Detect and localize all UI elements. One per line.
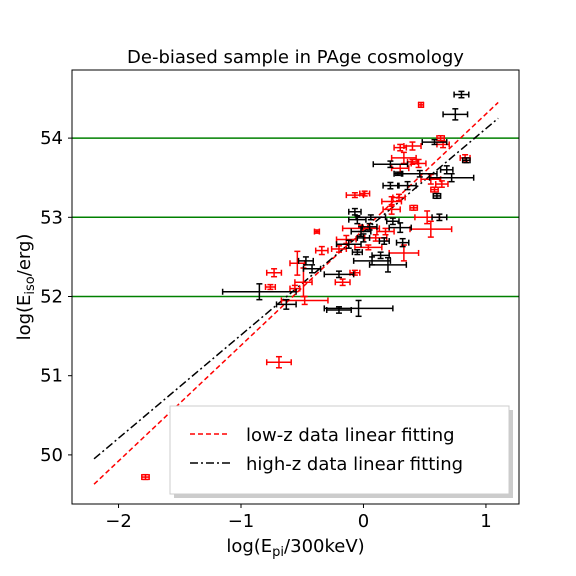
- data-point: [388, 222, 412, 234]
- x-tick-label: 0: [358, 511, 369, 532]
- data-point: [430, 186, 439, 193]
- data-point: [323, 299, 394, 318]
- data-point: [141, 473, 150, 481]
- fit-lines: [93, 101, 499, 485]
- data-point: [410, 158, 427, 169]
- legend-label-high-z: high-z data linear fitting: [246, 454, 463, 475]
- x-axis-label-suffix: /300keV): [284, 536, 365, 557]
- y-axis-label-sub: iso: [23, 276, 38, 294]
- data-point: [265, 268, 283, 278]
- y-axis-label: log(Eiso/erg): [14, 234, 38, 341]
- data-point: [436, 134, 446, 142]
- data-point: [264, 283, 277, 291]
- x-axis-ticks: −2 −1 0 1: [105, 504, 492, 532]
- x-axis-label: log(Epi/300keV): [226, 536, 364, 560]
- data-point: [335, 239, 362, 249]
- x-tick-label: −1: [228, 511, 255, 532]
- x-tick-label: 1: [480, 511, 491, 532]
- data-points: [141, 90, 475, 481]
- data-point: [382, 181, 399, 190]
- data-point: [417, 101, 425, 108]
- data-point: [388, 244, 420, 262]
- data-point: [442, 108, 469, 121]
- data-point: [409, 204, 419, 211]
- y-axis-ticks: 50 51 52 53 54: [40, 128, 72, 466]
- data-point: [345, 192, 365, 199]
- data-point: [434, 180, 449, 188]
- data-point: [461, 157, 471, 164]
- data-point: [302, 264, 322, 274]
- data-point: [356, 233, 371, 243]
- data-point: [401, 169, 438, 178]
- fit-line-0: [93, 101, 499, 485]
- y-tick-label: 53: [40, 207, 63, 228]
- y-tick-label: 50: [40, 445, 63, 466]
- data-point: [359, 190, 371, 197]
- data-point: [432, 192, 442, 200]
- data-point: [221, 283, 297, 301]
- data-point: [390, 151, 417, 165]
- chart-title: De-biased sample in PAge cosmology: [127, 47, 464, 68]
- data-point: [392, 193, 406, 202]
- data-point: [376, 227, 395, 236]
- data-point: [354, 244, 383, 251]
- y-axis-label-suffix: /erg): [14, 234, 35, 277]
- x-tick-label: −2: [105, 511, 132, 532]
- data-point: [334, 278, 351, 287]
- data-point: [351, 249, 363, 256]
- data-point: [428, 172, 475, 183]
- data-point: [403, 141, 422, 151]
- data-point: [439, 165, 454, 175]
- data-point: [265, 355, 292, 369]
- data-point: [385, 217, 400, 226]
- data-point: [398, 180, 417, 191]
- legend-label-low-z: low-z data linear fitting: [246, 425, 455, 446]
- data-point: [371, 251, 390, 260]
- x-axis-label-prefix: log(E: [226, 536, 272, 557]
- y-tick-label: 51: [40, 366, 63, 387]
- data-point: [355, 214, 387, 221]
- data-point: [313, 228, 321, 235]
- data-point: [378, 237, 390, 245]
- x-axis-label-sub: pi: [272, 545, 284, 560]
- data-point: [314, 245, 329, 256]
- data-point: [393, 170, 403, 177]
- data-point: [323, 270, 355, 279]
- y-axis-label-prefix: log(E: [14, 295, 35, 341]
- data-point: [297, 256, 315, 266]
- data-point: [372, 160, 409, 169]
- y-tick-label: 52: [40, 287, 63, 308]
- data-point: [348, 207, 362, 216]
- data-point: [453, 90, 470, 99]
- data-point: [421, 138, 448, 146]
- data-point: [395, 237, 410, 248]
- data-point: [431, 213, 448, 222]
- data-point: [368, 256, 408, 273]
- data-point: [280, 295, 329, 306]
- plot-frame: [71, 69, 520, 505]
- legend-box: [169, 405, 510, 495]
- legend: low-z data linear fitting high-z data li…: [169, 405, 513, 498]
- data-point: [382, 203, 401, 215]
- y-tick-label: 54: [40, 128, 63, 149]
- data-point: [361, 222, 378, 231]
- data-point: [275, 298, 297, 310]
